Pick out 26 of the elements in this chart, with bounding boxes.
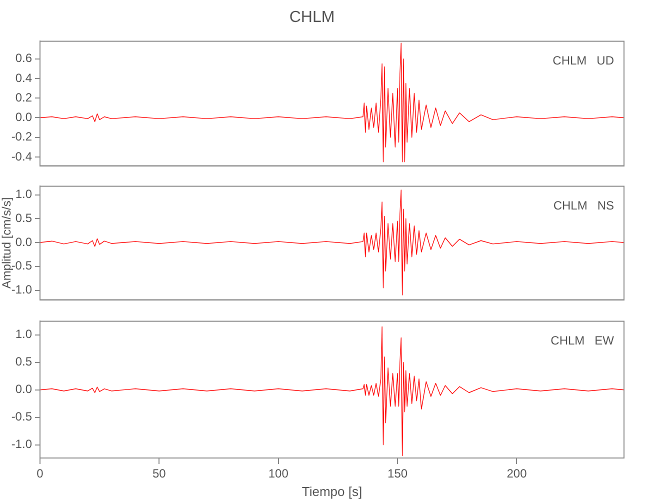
y-tick-label: 1.0 — [15, 326, 32, 341]
annotation: CHLM UD — [552, 54, 614, 68]
y-tick-label: 0.6 — [15, 51, 32, 66]
annotation: CHLM EW — [550, 333, 615, 348]
x-tick-label: 0 — [36, 466, 44, 480]
y-tick-label: -0.4 — [11, 149, 32, 164]
y-tick-label: -1.0 — [11, 436, 32, 451]
x-tick-label: 100 — [268, 466, 289, 480]
y-tick-label: 0.0 — [15, 382, 32, 396]
y-tick-label: -0.2 — [11, 130, 32, 144]
y-tick-label: 0.5 — [15, 354, 32, 368]
y-tick-label: 0.0 — [15, 110, 32, 124]
chart-title: CHLM — [289, 9, 335, 26]
x-tick-label: 150 — [388, 466, 408, 480]
y-tick-label: -1.0 — [11, 282, 32, 297]
x-axis-title: Tiempo [s] — [302, 483, 362, 498]
y-tick-label: 0.5 — [15, 211, 32, 226]
y-tick-label: 1.0 — [15, 187, 32, 202]
y-tick-label: -0.5 — [11, 259, 32, 274]
annotation: CHLM NS — [553, 198, 614, 213]
y-tick-label: 0.4 — [15, 70, 32, 85]
x-tick-label: 50 — [152, 466, 166, 480]
y-tick-label: -0.5 — [11, 409, 32, 424]
y-tick-label: 0.0 — [15, 235, 32, 250]
x-tick-label: 200 — [506, 466, 528, 480]
y-tick-label: 0.2 — [15, 90, 32, 104]
